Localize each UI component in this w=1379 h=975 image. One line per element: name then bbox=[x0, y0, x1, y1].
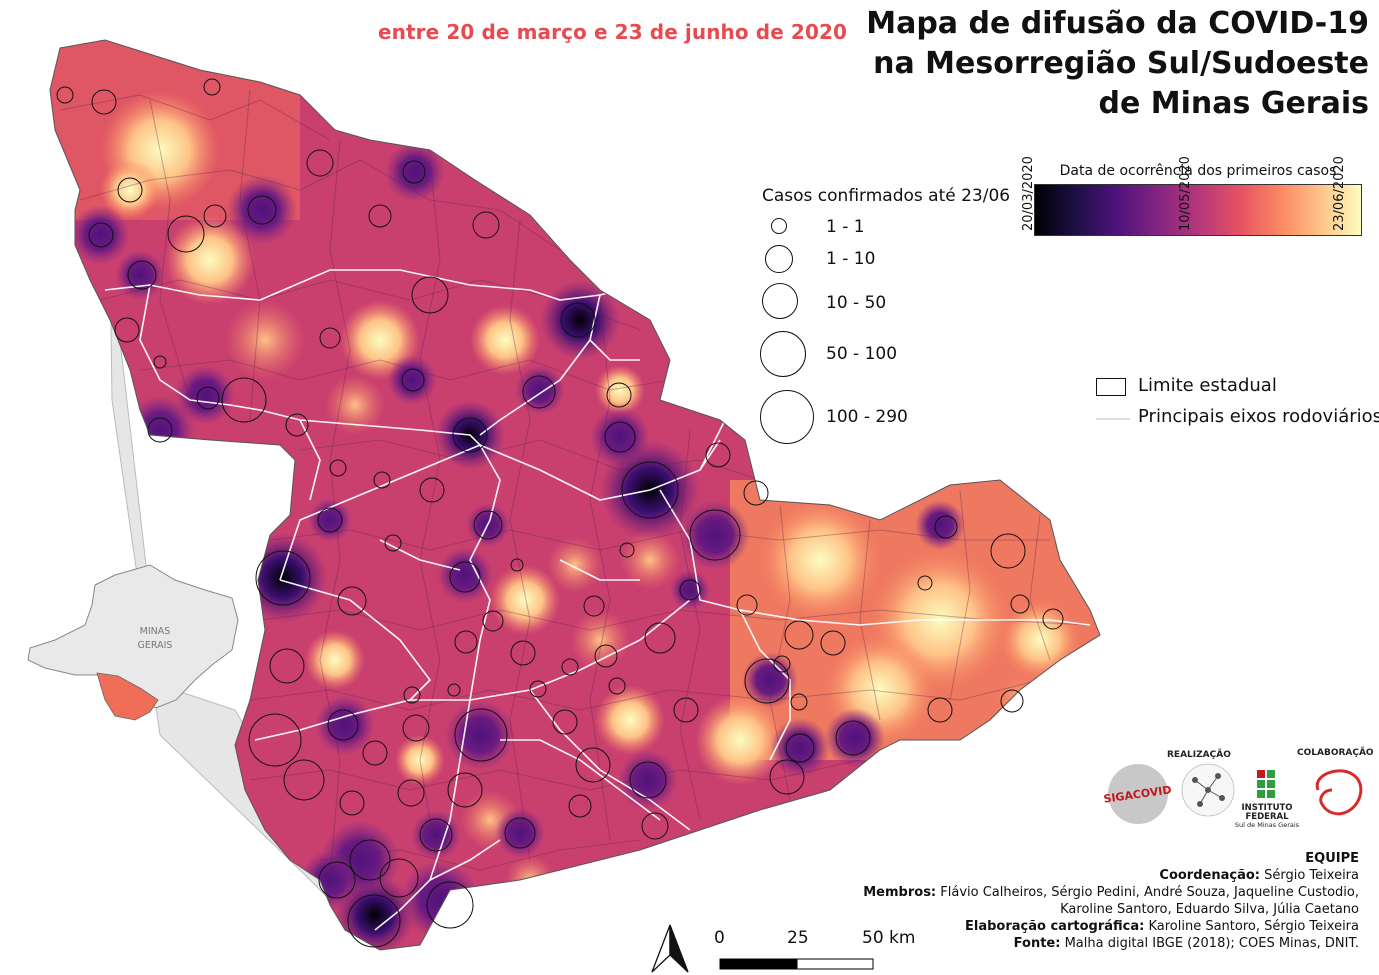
size-legend-label-1: 1 - 1 bbox=[826, 217, 865, 237]
instituto-federal-logo: INSTITUTO FEDERAL Sul de Minas Gerais bbox=[1235, 770, 1300, 829]
coordination-label: Coordenação: bbox=[1159, 868, 1260, 883]
coordination-line: Coordenação: Sérgio Teixeira bbox=[799, 867, 1359, 884]
members-value-1: Flávio Calheiros, Sérgio Pedini, André S… bbox=[936, 885, 1359, 900]
cartography-label: Elaboração cartográfica: bbox=[965, 919, 1145, 934]
size-legend-symbol-5 bbox=[760, 390, 814, 444]
road-network bbox=[104, 269, 1091, 931]
size-legend-symbol-2 bbox=[765, 245, 793, 273]
color-legend-tick-mid: 10/05/2020 bbox=[1178, 156, 1193, 231]
network-logo bbox=[1181, 763, 1235, 817]
map-title-line-2: na Mesorregião Sul/Sudoeste bbox=[873, 46, 1369, 81]
state-limit bbox=[49, 39, 1101, 951]
size-legend-label-5: 100 - 290 bbox=[826, 407, 908, 427]
inset-label-line1: MINAS bbox=[140, 626, 171, 637]
scale-bar bbox=[719, 958, 874, 970]
inset-region-highlight bbox=[96, 672, 159, 721]
size-legend: 1 - 1 1 - 10 10 - 50 50 - 100 100 - 290 bbox=[760, 212, 1020, 452]
color-legend-tick-start: 20/03/2020 bbox=[1021, 156, 1036, 231]
source-label: Fonte: bbox=[1013, 936, 1061, 951]
if-logo-text-2: FEDERAL bbox=[1245, 812, 1289, 822]
source-value: Malha digital IBGE (2018); COES Minas, D… bbox=[1060, 936, 1359, 951]
colaboracao-label: COLABORAÇÃO bbox=[1297, 748, 1374, 758]
coordination-value: Sérgio Teixeira bbox=[1259, 868, 1359, 883]
roads-label: Principais eixos rodoviários bbox=[1138, 406, 1379, 427]
size-legend-symbol-4 bbox=[760, 331, 806, 377]
inset-minas-gerais bbox=[27, 564, 239, 709]
state-limit-symbol bbox=[1096, 378, 1126, 396]
scale-label-25: 25 bbox=[787, 928, 809, 948]
map-title-line-1: Mapa de difusão da COVID-19 bbox=[866, 6, 1369, 41]
size-legend-label-4: 50 - 100 bbox=[826, 344, 898, 364]
north-arrow-icon bbox=[651, 924, 689, 973]
inset-label-line2: GERAIS bbox=[138, 640, 173, 651]
source-line: Fonte: Malha digital IBGE (2018); COES M… bbox=[799, 935, 1359, 952]
size-legend-title: Casos confirmados até 23/06 bbox=[762, 186, 1011, 206]
cartography-line: Elaboração cartográfica: Karoline Santor… bbox=[799, 918, 1359, 935]
map-title-line-3: de Minas Gerais bbox=[1098, 86, 1369, 121]
roads-symbol bbox=[1096, 418, 1130, 420]
map-title: Mapa de difusão da COVID-19 na Mesorregi… bbox=[849, 4, 1369, 124]
size-legend-label-2: 1 - 10 bbox=[826, 249, 876, 269]
members-value-2: Karoline Santoro, Eduardo Silva, Júlia C… bbox=[1060, 902, 1359, 917]
colaboracao-logo bbox=[1315, 769, 1363, 816]
if-logo-text-3: Sul de Minas Gerais bbox=[1235, 821, 1300, 829]
municipal-boundaries bbox=[59, 89, 1091, 881]
credits-block: EQUIPE Coordenação: Sérgio Teixeira Memb… bbox=[799, 850, 1359, 952]
case-circles bbox=[56, 78, 1064, 948]
color-legend-bar bbox=[1034, 184, 1362, 236]
legend-roads: Principais eixos rodoviários bbox=[1096, 406, 1379, 432]
size-legend-symbol-3 bbox=[762, 283, 798, 319]
size-legend-label-3: 10 - 50 bbox=[826, 293, 887, 313]
cartography-value: Karoline Santoro, Sérgio Teixeira bbox=[1144, 919, 1359, 934]
team-heading: EQUIPE bbox=[1305, 851, 1359, 866]
if-logo-text-1: INSTITUTO bbox=[1241, 803, 1292, 813]
realizacao-label: REALIZAÇÃO bbox=[1167, 750, 1231, 760]
state-limit-label: Limite estadual bbox=[1138, 375, 1277, 396]
logos-row: SIGACOVID INSTITUTO FEDERAL Sul de Minas… bbox=[1103, 763, 1363, 829]
members-line: Membros: Flávio Calheiros, Sérgio Pedini… bbox=[799, 884, 1359, 901]
scale-label-0: 0 bbox=[714, 928, 725, 948]
scale-label-50: 50 km bbox=[862, 928, 916, 948]
color-legend-title: Data de ocorrência dos primeiros casos bbox=[1059, 163, 1337, 179]
color-legend-tick-end: 23/06/2020 bbox=[1332, 156, 1347, 231]
map-subtitle: entre 20 de março e 23 de junho de 2020 bbox=[378, 20, 847, 44]
legend-state-limit: Limite estadual bbox=[1096, 375, 1356, 401]
members-label: Membros: bbox=[863, 885, 937, 900]
siga-covid-logo: SIGACOVID bbox=[1103, 764, 1172, 824]
size-legend-symbol-1 bbox=[771, 218, 787, 234]
